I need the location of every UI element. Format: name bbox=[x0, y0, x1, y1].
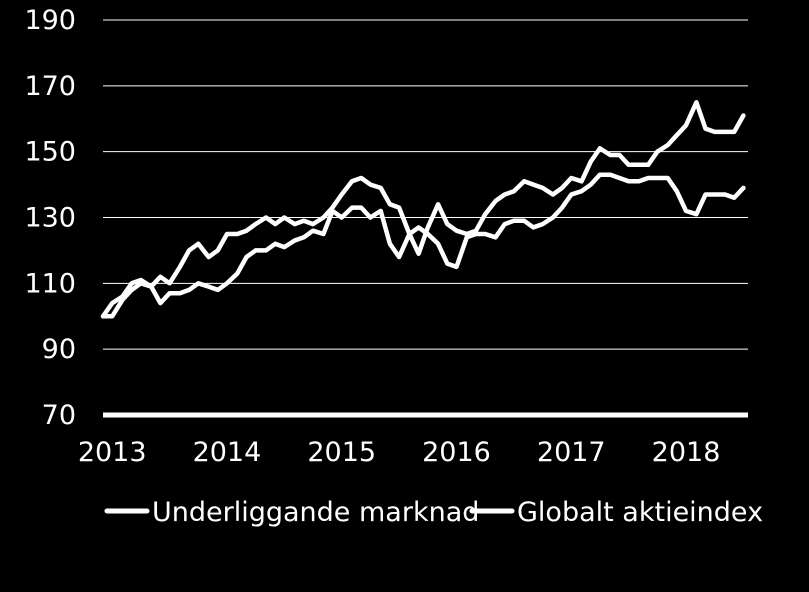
x-tick-label: 2015 bbox=[307, 437, 376, 468]
series-line-2 bbox=[100, 100, 746, 319]
legend-label: Underliggande marknad bbox=[152, 497, 479, 528]
y-tick-label: 150 bbox=[24, 137, 76, 168]
x-tick-label: 2016 bbox=[422, 437, 491, 468]
y-axis-ticks: 70 90 110 130 150 170 190 bbox=[24, 5, 76, 431]
y-tick-label: 190 bbox=[24, 5, 76, 36]
y-tick-label: 110 bbox=[24, 268, 76, 299]
x-tick-label: 2013 bbox=[78, 437, 147, 468]
y-tick-label: 90 bbox=[42, 334, 76, 365]
y-tick-label: 70 bbox=[42, 400, 76, 431]
x-tick-label: 2018 bbox=[652, 437, 721, 468]
y-tick-label: 170 bbox=[24, 71, 76, 102]
x-tick-label: 2014 bbox=[193, 437, 262, 468]
legend-label: Globalt aktieindex bbox=[517, 497, 763, 528]
x-axis-ticks: 2013 2014 2015 2016 2017 2018 bbox=[78, 437, 721, 468]
legend: Underliggande marknad Globalt aktieindex bbox=[104, 497, 763, 528]
series-line-1 bbox=[100, 172, 746, 319]
gridlines bbox=[103, 19, 748, 418]
y-tick-label: 130 bbox=[24, 203, 76, 234]
series-lines bbox=[100, 100, 746, 319]
x-tick-label: 2017 bbox=[537, 437, 606, 468]
